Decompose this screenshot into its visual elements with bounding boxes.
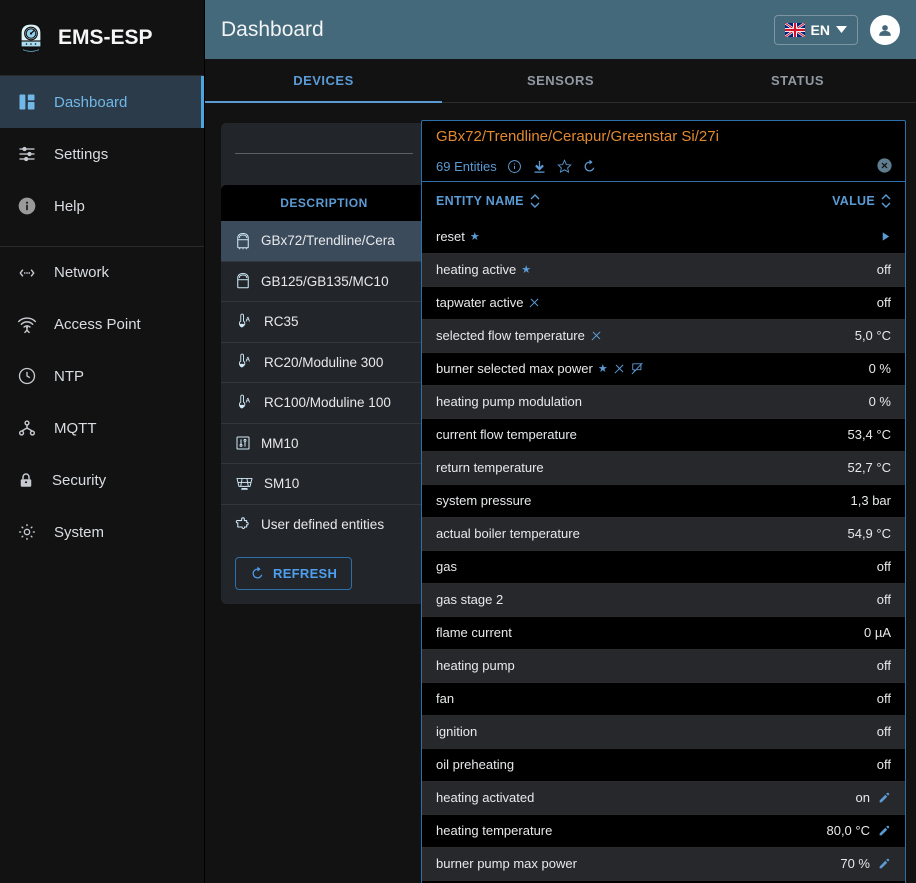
svg-text:A: A: [246, 316, 251, 323]
svg-text:A: A: [246, 357, 251, 364]
svg-text:A: A: [246, 397, 251, 404]
